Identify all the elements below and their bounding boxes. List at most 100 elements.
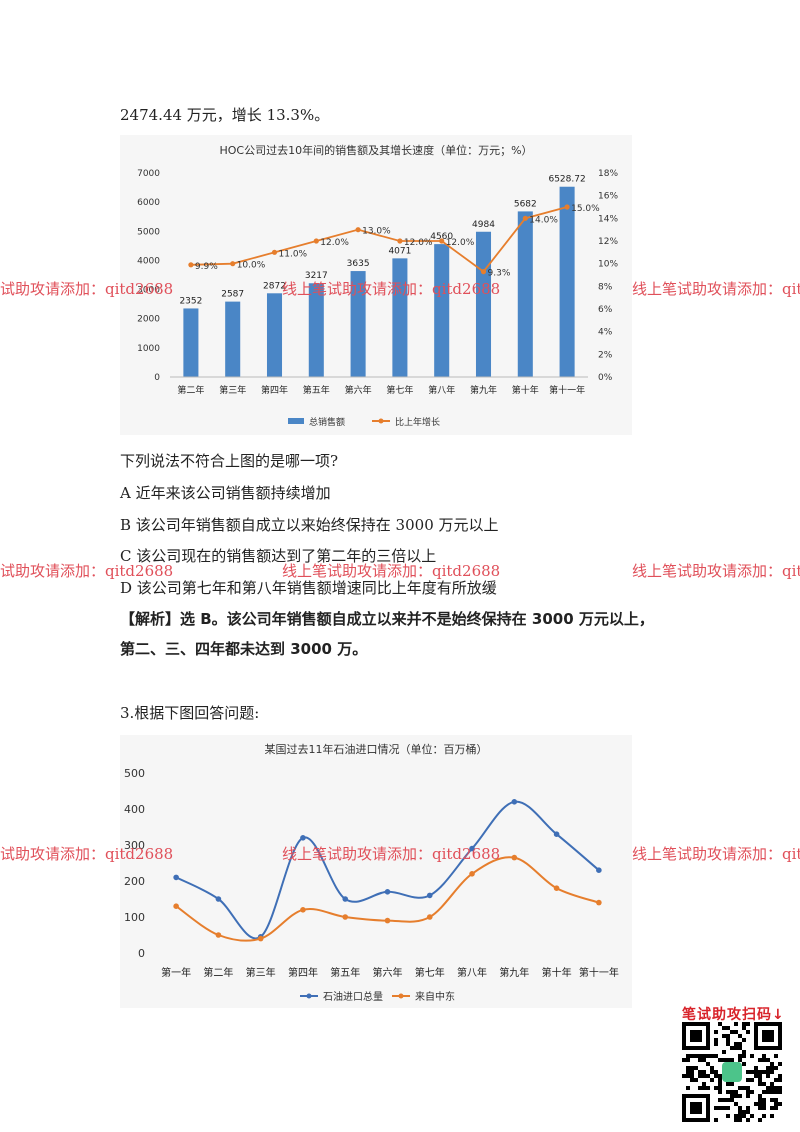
- growth-label: 9.9%: [195, 262, 218, 272]
- qr-module: [758, 1082, 762, 1086]
- series-point: [469, 845, 475, 852]
- bar-value-label: 2587: [221, 290, 244, 300]
- question-text: 下列说法不符合上图的是哪一项?: [120, 452, 339, 470]
- qr-module: [734, 1030, 738, 1034]
- series-point: [426, 914, 433, 920]
- x-tick-label: 第八年: [457, 966, 487, 979]
- y-tick-label: 0: [154, 373, 160, 383]
- qr-module: [734, 1042, 738, 1046]
- qr-module: [754, 1074, 758, 1078]
- growth-label: 11.0%: [279, 249, 308, 259]
- qr-module: [762, 1054, 766, 1058]
- growth-label: 12.0%: [446, 238, 475, 248]
- bar-value-label: 3635: [347, 259, 370, 269]
- series-point: [215, 896, 222, 902]
- qr-module: [762, 1090, 766, 1094]
- qr-module: [722, 1058, 726, 1062]
- watermark-2: 线上笔试助攻请添加：qitd2688: [282, 280, 501, 298]
- qr-module: [778, 1074, 782, 1078]
- growth-point: [480, 269, 487, 275]
- qr-module: [774, 1098, 778, 1102]
- qr-module: [718, 1086, 722, 1090]
- x-tick-label: 第一年: [161, 966, 191, 979]
- qr-module: [718, 1090, 722, 1094]
- bar: [183, 308, 199, 377]
- growth-point: [313, 238, 319, 244]
- growth-point: [522, 215, 528, 221]
- x-tick-label: 第四年: [261, 384, 288, 396]
- qr-module: [722, 1034, 726, 1038]
- bar-value-label: 5682: [514, 199, 537, 209]
- qr-label: 笔试助攻扫码↓: [682, 1007, 785, 1023]
- qr-module: [694, 1066, 698, 1070]
- qr-module: [726, 1082, 730, 1086]
- qr-module: [770, 1090, 774, 1094]
- qr-module: [718, 1098, 722, 1102]
- qr-module: [758, 1106, 762, 1110]
- qr-module: [754, 1070, 758, 1074]
- x-tick-label: 第十一年: [549, 384, 585, 396]
- x-tick-label: 第三年: [246, 966, 276, 979]
- legend-marker-growth: [378, 418, 384, 424]
- x-tick-label: 第十一年: [579, 966, 619, 979]
- qr-module: [714, 1054, 718, 1058]
- legend-label-total: 石油进口总量: [323, 990, 383, 1003]
- qr-module: [746, 1078, 750, 1082]
- y-tick-label: 0: [138, 947, 145, 960]
- series-point: [596, 867, 602, 873]
- qr-module: [726, 1114, 730, 1118]
- qr-module: [758, 1102, 762, 1106]
- watermark-9: 线上笔试助攻请添加：qitd2688: [632, 845, 800, 863]
- qr-module: [770, 1082, 774, 1086]
- qr-module: [734, 1094, 738, 1098]
- option-d: D 该公司第七年和第八年销售额增速同比上年度有所放缓: [120, 579, 497, 597]
- y-tick-label: 5000: [137, 227, 160, 237]
- qr-module: [702, 1058, 706, 1062]
- qr-module: [718, 1078, 722, 1082]
- qr-module: [766, 1074, 770, 1078]
- qr-module: [686, 1066, 690, 1070]
- qr-module: [738, 1054, 742, 1058]
- bar: [308, 283, 324, 377]
- qr-module: [770, 1114, 774, 1118]
- series-point: [215, 932, 222, 938]
- series-point: [342, 896, 349, 902]
- qr-module: [686, 1070, 690, 1074]
- qr-module: [738, 1046, 742, 1050]
- oil-chart-title: 某国过去11年石油进口情况（单位：百万桶）: [264, 743, 488, 756]
- qr-module: [746, 1090, 750, 1094]
- y-tick-label: 2000: [137, 315, 160, 325]
- y2-tick-label: 8%: [598, 282, 613, 292]
- qr-module: [706, 1054, 710, 1058]
- qr-module: [690, 1054, 694, 1058]
- y2-tick-label: 2%: [598, 350, 613, 360]
- qr-module: [710, 1066, 714, 1070]
- qr-module: [742, 1054, 746, 1058]
- qr-module: [714, 1118, 718, 1122]
- growth-label: 9.3%: [488, 269, 511, 279]
- growth-point: [397, 238, 403, 244]
- qr-module: [698, 1070, 702, 1074]
- qr-module: [690, 1066, 694, 1070]
- qr-module: [746, 1094, 750, 1098]
- qr-module: [774, 1090, 778, 1094]
- qr-module: [726, 1106, 730, 1110]
- qr-module: [762, 1102, 766, 1106]
- qr-module: [778, 1102, 782, 1106]
- y2-tick-label: 6%: [598, 305, 613, 315]
- bar-value-label: 6528.72: [548, 175, 585, 185]
- qr-module: [730, 1090, 734, 1094]
- qr-module: [730, 1094, 734, 1098]
- qr-code-icon[interactable]: [682, 1022, 782, 1122]
- qr-module: [734, 1102, 738, 1106]
- x-tick-label: 第八年: [428, 384, 455, 396]
- x-tick-label: 第二年: [203, 966, 233, 979]
- watermark-6: 线上笔试助攻请添加：qitd2688: [632, 562, 800, 580]
- qr-module: [702, 1086, 706, 1090]
- qr-module: [762, 1070, 766, 1074]
- qr-module: [766, 1058, 770, 1062]
- qr-module: [706, 1074, 710, 1078]
- qr-module: [734, 1114, 738, 1118]
- qr-module: [750, 1054, 754, 1058]
- qr-module: [726, 1058, 730, 1062]
